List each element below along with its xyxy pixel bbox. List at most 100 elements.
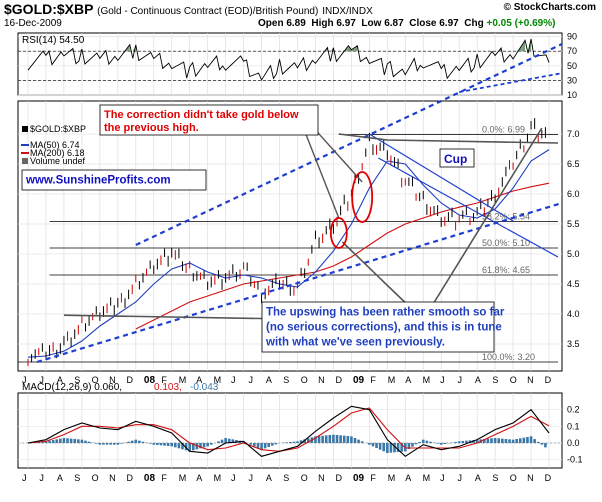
macd-histogram-bar	[267, 443, 271, 447]
macd-histogram-bar	[486, 438, 490, 443]
macd-histogram-bar	[425, 440, 429, 443]
macd-histogram-bar	[393, 443, 396, 453]
macd-histogram-bar	[87, 441, 91, 443]
macd-histogram-bar	[299, 440, 303, 443]
x-tick-label: F	[161, 473, 167, 483]
macd-histogram-bar	[357, 439, 360, 443]
macd-line	[27, 405, 550, 458]
x-tick-label: O	[510, 375, 517, 385]
blue-note-text: The upswing has been rather smooth so fa…	[266, 307, 505, 319]
rsi-trendline	[459, 72, 563, 93]
macd-histogram-bar	[501, 438, 504, 443]
x-tick-label: F	[370, 375, 376, 385]
open-value: 6.89	[286, 18, 306, 29]
legend-volume: Volume undef	[30, 156, 86, 166]
macd-signal-line	[27, 407, 550, 452]
legend-ma200: MA(200) 6.18	[30, 148, 85, 158]
macd-histogram-bar	[177, 443, 181, 449]
macd-histogram-bar	[224, 438, 227, 443]
macd-histogram-bar	[529, 436, 533, 443]
price-tick-label: 5.5	[567, 219, 580, 229]
macd-histogram-bar	[475, 439, 479, 443]
macd-histogram-bar	[497, 438, 501, 443]
x-tick-label: M	[388, 473, 396, 483]
highlight-ellipse	[351, 171, 374, 223]
macd-histogram-bar	[306, 438, 310, 443]
exchange: INDX/INDX	[322, 6, 373, 17]
macd-hist-label: -0.043	[190, 382, 219, 393]
macd-histogram-bar	[360, 441, 364, 443]
blue-note-text: with what we've seen previously.	[265, 337, 445, 349]
macd-histogram-bar	[321, 435, 324, 443]
macd-histogram-bar	[130, 440, 134, 443]
legend-price: $GOLD:$XBP	[30, 124, 86, 134]
cup-right-line	[422, 127, 543, 321]
description: (Gold - Continuous Contract (EOD)/Britis…	[97, 6, 319, 17]
x-tick-label: S	[74, 375, 80, 385]
x-tick-label: O	[92, 375, 99, 385]
macd-histogram-bar	[199, 443, 202, 449]
ohlc-readout: Open 6.89 High 6.97 Low 6.87 Close 6.97 …	[258, 18, 556, 29]
macd-histogram-bar	[94, 443, 98, 444]
macd-histogram-bar	[518, 438, 522, 443]
macd-histogram-bar	[303, 439, 306, 443]
price-tick-label: 7.0	[567, 129, 580, 139]
macd-histogram-bar	[62, 438, 66, 443]
correction-pointer-line	[300, 121, 340, 219]
macd-histogram-bar	[353, 438, 357, 443]
rsi-line	[27, 38, 550, 81]
macd-histogram-bar	[396, 443, 400, 452]
x-tick-label: N	[318, 375, 325, 385]
macd-histogram-bar	[51, 440, 55, 443]
wedge-lower-line	[378, 157, 559, 258]
macd-histogram-bar	[249, 443, 253, 445]
price-tick-label: 4.0	[567, 309, 580, 319]
macd-histogram-bar	[66, 438, 69, 443]
blue-note-text: (no serious corrections), and this is in…	[266, 322, 502, 334]
macd-histogram-bar	[324, 435, 328, 443]
x-tick-label: J	[231, 375, 236, 385]
macd-histogram-bar	[342, 435, 346, 443]
red-note-text: The correction didn't take gold below	[104, 109, 299, 121]
legend-volume-swatch	[22, 158, 28, 164]
macd-histogram-bar	[407, 443, 411, 449]
price-tick-label: 4.5	[567, 279, 580, 289]
macd-histogram-bar	[138, 440, 141, 443]
macd-histogram-bar	[159, 443, 163, 446]
x-tick-label: N	[527, 473, 534, 483]
macd-histogram-bar	[84, 440, 87, 443]
upper-trendline	[135, 43, 563, 246]
rsi-overbought-fill	[354, 45, 358, 52]
macd-histogram-bar	[202, 443, 206, 448]
price-tick-label: 5.0	[567, 249, 580, 259]
legend-ma50: MA(50) 6.74	[30, 140, 80, 150]
x-tick-label: M	[423, 375, 431, 385]
macd-histogram-bar	[386, 443, 389, 453]
macd-histogram-bar	[332, 434, 335, 443]
macd-histogram-bar	[166, 443, 170, 446]
wedge-upper-line	[369, 133, 514, 222]
price-tick-label: 6.0	[567, 189, 580, 199]
macd-histogram-bar	[217, 441, 220, 443]
rsi-overbought-fill	[522, 40, 526, 52]
fib-level-label: 50.0%: 5.10	[482, 238, 530, 248]
x-tick-label: J	[39, 375, 44, 385]
macd-histogram-bar	[263, 443, 267, 449]
macd-histogram-bar	[181, 443, 184, 450]
macd-histogram-bar	[253, 443, 256, 447]
macd-histogram-bar	[544, 443, 547, 448]
macd-histogram-bar	[134, 439, 138, 443]
x-tick-label: J	[22, 473, 27, 483]
x-tick-label: J	[457, 473, 462, 483]
price-tick-label: 3.5	[567, 339, 580, 349]
macd-histogram-bar	[170, 443, 174, 447]
x-tick-label: N	[109, 473, 116, 483]
rsi-tick-label: 50	[567, 61, 577, 71]
macd-histogram-bar	[346, 436, 350, 443]
website-box	[21, 169, 207, 191]
macd-histogram-bar	[511, 439, 515, 443]
x-tick-label: A	[405, 473, 411, 483]
x-tick-label: A	[475, 375, 481, 385]
macd-tick-label: -0.1	[567, 455, 583, 465]
x-tick-label: M	[179, 375, 187, 385]
